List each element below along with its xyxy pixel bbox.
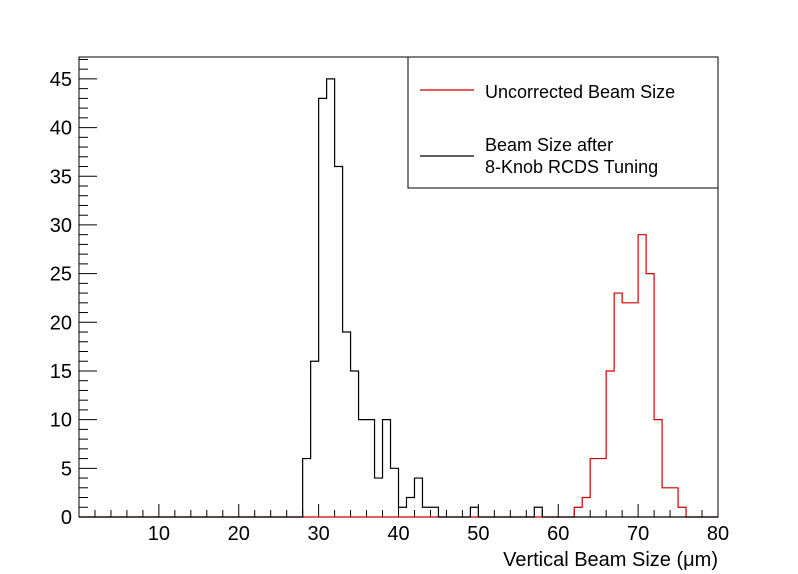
y-tick-label: 40 <box>50 118 72 140</box>
x-tick-label: 10 <box>148 523 170 545</box>
legend-label-line: Beam Size after <box>485 135 613 155</box>
legend-label-line: 8-Knob RCDS Tuning <box>485 157 658 177</box>
x-tick-label: 80 <box>707 523 729 545</box>
x-tick-label: 40 <box>387 523 409 545</box>
y-tick-label: 45 <box>50 69 72 91</box>
legend: Uncorrected Beam Size Beam Size after 8-Kn… <box>407 56 719 189</box>
y-tick-label: 0 <box>61 507 72 529</box>
x-axis-title: Vertical Beam Size (μm) <box>503 549 718 571</box>
x-tick-label: 20 <box>228 523 250 545</box>
y-tick-label: 30 <box>50 215 72 237</box>
series-layer <box>79 78 718 518</box>
axis-tick-labels: 10 20 30 40 50 60 70 80 0 5 10 15 20 25 30 35 40 45 <box>50 69 729 545</box>
histogram-series-2 <box>79 78 718 518</box>
y-tick-label: 35 <box>50 166 72 188</box>
y-tick-label: 20 <box>50 312 72 334</box>
y-tick-label: 15 <box>50 361 72 383</box>
y-tick-label: 25 <box>50 264 72 286</box>
y-tick-label: 5 <box>61 458 72 480</box>
x-tick-label: 50 <box>467 523 489 545</box>
legend-label-line: Uncorrected Beam Size <box>485 82 675 102</box>
legend-box <box>407 56 719 189</box>
y-tick-label: 10 <box>50 410 72 432</box>
legend-label-2: Beam Size after 8-Knob RCDS Tuning <box>485 135 658 177</box>
x-tick-label: 60 <box>547 523 569 545</box>
legend-label-1: Uncorrected Beam Size <box>485 82 675 102</box>
x-tick-label: 70 <box>627 523 649 545</box>
x-tick-label: 30 <box>308 523 330 545</box>
